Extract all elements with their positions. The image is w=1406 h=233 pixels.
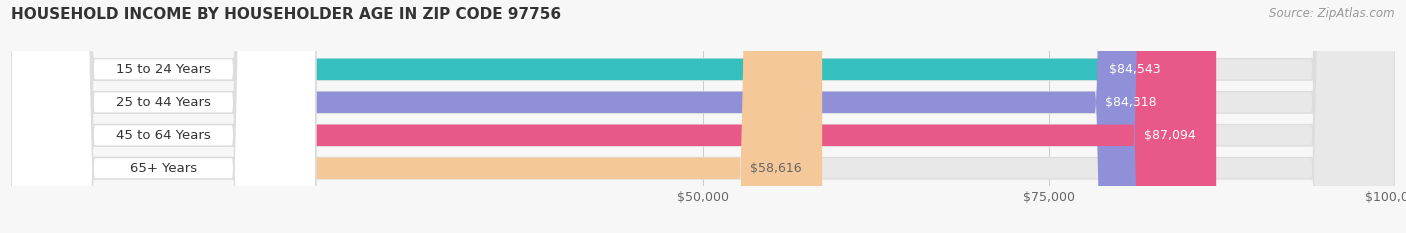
Text: $87,094: $87,094	[1143, 129, 1195, 142]
FancyBboxPatch shape	[11, 0, 315, 233]
FancyBboxPatch shape	[11, 0, 1178, 233]
Text: Source: ZipAtlas.com: Source: ZipAtlas.com	[1270, 7, 1395, 20]
Text: 45 to 64 Years: 45 to 64 Years	[117, 129, 211, 142]
Text: 65+ Years: 65+ Years	[129, 162, 197, 175]
FancyBboxPatch shape	[11, 0, 1395, 233]
FancyBboxPatch shape	[11, 0, 823, 233]
FancyBboxPatch shape	[11, 0, 1216, 233]
FancyBboxPatch shape	[11, 0, 1395, 233]
Text: $84,318: $84,318	[1105, 96, 1157, 109]
Text: 15 to 24 Years: 15 to 24 Years	[115, 63, 211, 76]
Text: 25 to 44 Years: 25 to 44 Years	[117, 96, 211, 109]
FancyBboxPatch shape	[11, 0, 1395, 233]
FancyBboxPatch shape	[11, 0, 1395, 233]
Text: $84,543: $84,543	[1108, 63, 1160, 76]
FancyBboxPatch shape	[11, 0, 315, 233]
FancyBboxPatch shape	[11, 0, 315, 233]
Text: HOUSEHOLD INCOME BY HOUSEHOLDER AGE IN ZIP CODE 97756: HOUSEHOLD INCOME BY HOUSEHOLDER AGE IN Z…	[11, 7, 561, 22]
Text: $58,616: $58,616	[749, 162, 801, 175]
FancyBboxPatch shape	[11, 0, 1181, 233]
FancyBboxPatch shape	[11, 0, 315, 233]
